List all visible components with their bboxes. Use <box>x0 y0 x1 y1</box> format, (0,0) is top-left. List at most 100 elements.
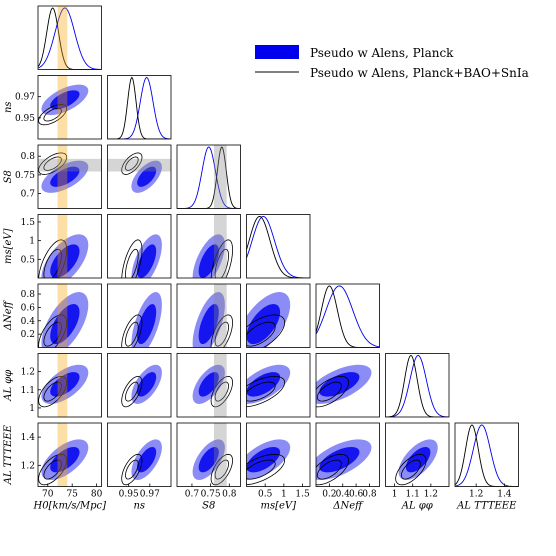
panel-frame-H0-ALTT <box>37 422 102 487</box>
contour-ns-ALTT-s0-68 <box>137 446 157 473</box>
contour-S8-Neff-s1-95 <box>210 314 233 348</box>
contour-ms-Neff-s1-68 <box>246 321 276 347</box>
xtick-label-ns: 0.95 <box>119 490 139 500</box>
ytick-label-ALphi: 1 <box>29 404 35 414</box>
contour-ALphi-ALTT-s1-95 <box>395 453 427 486</box>
panel-Neff-Neff <box>316 285 380 348</box>
ytick-label-Neff: 0.4 <box>21 317 36 327</box>
contour-S8-Neff-s0-68 <box>198 304 219 345</box>
xtick-label-H0: 75 <box>66 490 78 500</box>
panel-H0-S8 <box>38 145 102 209</box>
contour-ms-ALTT-s0-68 <box>246 446 281 473</box>
xlabel-Neff: ΔNeff <box>332 501 364 512</box>
contour-ns-ALTT-s1-68 <box>125 459 139 480</box>
marginal-ns-series0 <box>107 76 171 139</box>
ytick-label-ms: 0.5 <box>21 255 36 265</box>
panel-frame-Neff-Neff <box>315 283 380 348</box>
panel-ALTT-ALTT <box>455 424 519 487</box>
marginal-ms-series0 <box>246 215 310 278</box>
ytick-label-Neff: 0.6 <box>21 303 36 313</box>
prior-band-v-S8 <box>213 214 227 278</box>
ytick-label-ALphi: 1.2 <box>21 368 35 378</box>
prior-band-v-H0 <box>57 75 68 139</box>
panel-ns-ms <box>121 234 162 278</box>
contour-H0-ALTT-s0-68 <box>50 446 80 473</box>
panel-ns-ns <box>107 76 171 139</box>
ytick-label-ALphi: 1.1 <box>21 386 35 396</box>
contour-H0-ns-s1-95 <box>38 104 68 126</box>
panel-Neff-ALphi <box>316 364 372 408</box>
contour-ns-Neff-s1-68 <box>125 321 139 347</box>
panel-frame-ALphi-ALTT <box>385 422 450 487</box>
xtick-label-H0: 70 <box>42 490 54 500</box>
contour-ns-ms-s1-95 <box>121 239 143 278</box>
panel-ALphi-ALTT <box>395 439 438 486</box>
contour-H0-Neff-s0-68 <box>50 304 80 345</box>
contour-Neff-ALTT-s0-68 <box>319 446 360 473</box>
contour-ms-ALphi-s1-68 <box>246 381 276 402</box>
marginal-Neff-series0 <box>316 285 380 348</box>
panel-frame-ms-ALTT <box>246 422 311 487</box>
contour-Neff-ALphi-s1-68 <box>316 381 342 402</box>
contour-H0-ALphi-s1-68 <box>43 381 62 402</box>
panel-frame-ALphi-ALphi <box>385 353 450 418</box>
ytick-label-S8: 0.7 <box>21 190 36 200</box>
marginal-ALphi-series0 <box>385 354 449 417</box>
contour-S8-ALTT-s0-68 <box>198 446 219 473</box>
xtick-label-ns: 0.97 <box>140 490 160 500</box>
xtick-label-S8: 0.8 <box>222 490 237 500</box>
contour-ALphi-ALTT-s0-68 <box>405 446 431 473</box>
contour-S8-ALTT-s1-95 <box>210 453 233 486</box>
panel-ms-Neff <box>246 292 291 348</box>
contour-Neff-ALphi-s0-68 <box>319 372 360 397</box>
panel-H0-H0 <box>38 6 102 70</box>
ytick-label-ns: 0.97 <box>15 93 35 103</box>
contour-S8-ms-s1-68 <box>214 248 229 278</box>
panel-frame-ns-ALphi <box>107 353 172 418</box>
panel-H0-ms <box>38 214 89 278</box>
contour-ns-Neff-s0-68 <box>137 304 157 345</box>
panel-frame-ms-ALphi <box>246 353 311 418</box>
ytick-label-ms: 1.5 <box>21 218 36 228</box>
xlabel-ms: ms[eV] <box>260 501 296 512</box>
xtick-label-S8: 0.75 <box>201 490 221 500</box>
xtick-label-Neff: 0.6 <box>349 490 364 500</box>
contour-H0-ALTT-s1-95 <box>38 453 68 486</box>
contour-ALphi-ALTT-s1-68 <box>400 459 421 480</box>
panel-frame-ns-S8 <box>107 144 172 209</box>
xtick-label-ms: 0.5 <box>258 490 273 500</box>
marginal-Neff-series1 <box>316 285 380 348</box>
prior-band-v-H0 <box>57 284 68 348</box>
contour-ns-Neff-s1-95 <box>121 314 143 348</box>
prior-band-v-H0 <box>57 353 68 417</box>
xlabel-H0: H0[km/s/Mpc] <box>32 501 106 512</box>
ytick-label-Neff: 0.8 <box>21 290 36 300</box>
xtick-label-ms: 1 <box>281 490 287 500</box>
xtick-label-ALphi: 1.2 <box>424 490 438 500</box>
panel-S8-S8 <box>177 145 241 209</box>
marginal-S8-series1 <box>177 146 241 209</box>
xtick-label-ALphi: 1 <box>392 490 398 500</box>
panel-frame-ALTT-ALTT <box>454 422 519 487</box>
xtick-label-ALphi: 1.1 <box>406 490 420 500</box>
contour-H0-ALphi-s0-68 <box>50 372 80 397</box>
prior-band-H0 <box>57 6 68 70</box>
prior-band-h-S8 <box>107 158 171 172</box>
contour-H0-S8-s1-68 <box>43 156 62 171</box>
contour-S8-ALphi-s1-68 <box>214 381 229 402</box>
prior-band-v-S8 <box>213 423 227 487</box>
panel-ms-ALTT <box>246 439 291 486</box>
panel-ns-ALphi <box>121 364 162 408</box>
xtick-label-S8: 0.7 <box>185 490 200 500</box>
panel-S8-ALphi <box>192 353 233 417</box>
ylabel-ms: ms[eV] <box>3 228 14 264</box>
contour-H0-Neff-s1-68 <box>43 321 62 347</box>
panel-frame-S8-ms <box>176 214 241 279</box>
contour-S8-ms-s1-95 <box>210 239 233 278</box>
contour-ms-Neff-s0-68 <box>246 304 281 345</box>
contour-Neff-ALphi-s1-95 <box>316 375 350 408</box>
xlabel-ns: ns <box>133 501 145 512</box>
marginal-H0-series0 <box>38 7 102 70</box>
contour-S8-ALphi-s1-95 <box>210 375 233 408</box>
